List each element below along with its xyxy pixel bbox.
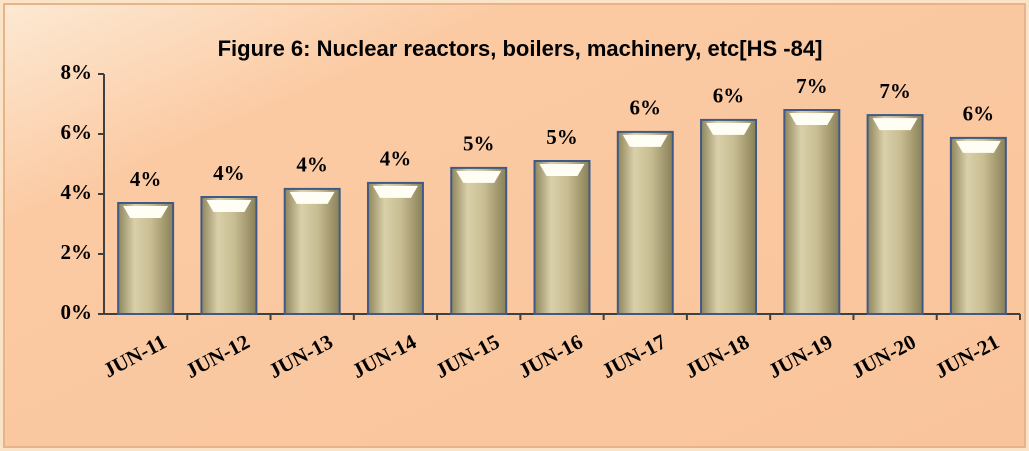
value-label: 4% bbox=[380, 147, 412, 171]
value-label: 7% bbox=[879, 79, 911, 103]
bar-highlight bbox=[289, 191, 335, 204]
bar-highlight bbox=[123, 206, 169, 218]
bar-highlight bbox=[456, 170, 502, 183]
value-label: 7% bbox=[796, 74, 828, 98]
bar bbox=[200, 196, 258, 315]
bar-highlight bbox=[372, 185, 418, 198]
y-tick-label: 0% bbox=[61, 300, 93, 324]
bar bbox=[783, 109, 841, 315]
value-label: 4% bbox=[130, 167, 162, 191]
value-label: 6% bbox=[963, 102, 995, 126]
bar-highlight bbox=[539, 164, 585, 176]
value-label: 4% bbox=[296, 153, 328, 177]
value-label: 5% bbox=[546, 125, 578, 149]
chart-title: Figure 6: Nuclear reactors, boilers, mac… bbox=[218, 36, 823, 61]
bar-highlight bbox=[706, 122, 752, 135]
y-tick-label: 4% bbox=[61, 180, 93, 204]
bar bbox=[450, 166, 508, 315]
bar-highlight bbox=[955, 140, 1001, 153]
value-label: 6% bbox=[713, 84, 745, 108]
bar bbox=[533, 160, 591, 315]
y-tick-label: 2% bbox=[61, 240, 93, 264]
bar bbox=[117, 202, 175, 315]
bar bbox=[866, 114, 924, 315]
value-label: 5% bbox=[463, 132, 495, 156]
bar-highlight bbox=[206, 200, 252, 212]
bar-highlight bbox=[622, 134, 668, 147]
bar bbox=[949, 136, 1007, 315]
bar bbox=[616, 130, 674, 315]
bar-highlight bbox=[789, 113, 835, 125]
bar bbox=[283, 187, 341, 315]
value-label: 6% bbox=[630, 96, 662, 120]
chart-background bbox=[3, 3, 1026, 448]
value-label: 4% bbox=[213, 161, 245, 185]
bar bbox=[700, 118, 758, 316]
y-tick-label: 6% bbox=[61, 120, 93, 144]
y-tick-label: 8% bbox=[61, 60, 93, 84]
bar bbox=[366, 181, 424, 315]
bar-highlight bbox=[872, 118, 918, 131]
